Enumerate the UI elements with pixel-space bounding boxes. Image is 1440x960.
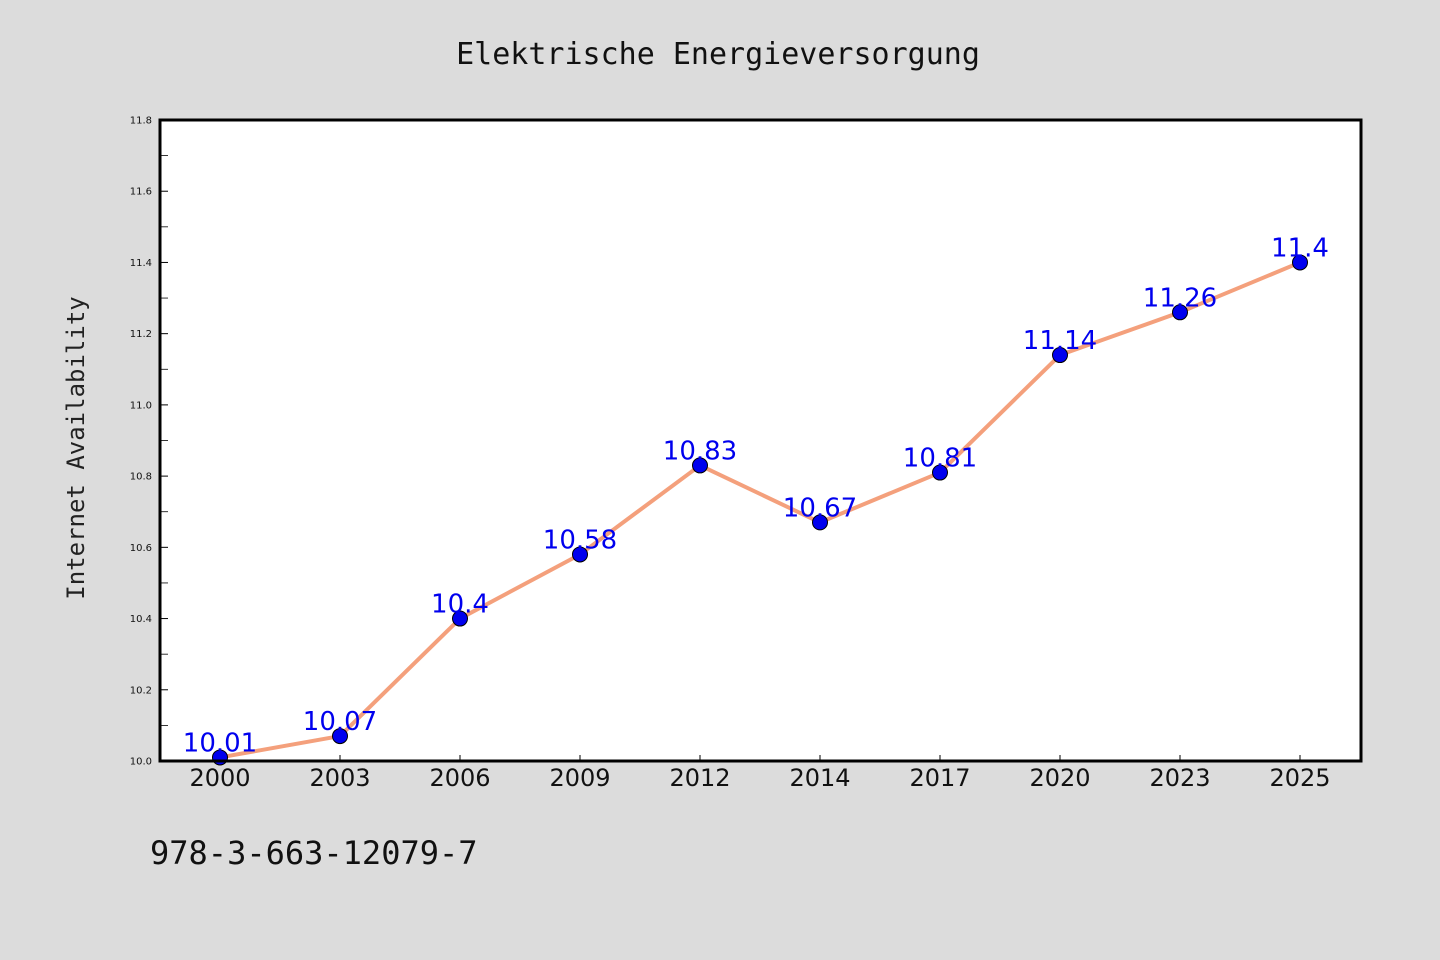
y-axis-label: Internet Availability bbox=[62, 296, 90, 599]
data-label: 10.01 bbox=[183, 728, 257, 758]
plot-frame bbox=[158, 118, 1363, 763]
y-tick-label: 10.2 bbox=[130, 685, 152, 696]
data-point bbox=[332, 728, 348, 745]
x-tick-label: 2003 bbox=[309, 764, 370, 792]
x-tick-label: 2006 bbox=[429, 764, 490, 792]
data-point bbox=[1052, 347, 1068, 364]
y-tick-label: 10.8 bbox=[130, 472, 152, 483]
x-tick-label: 2014 bbox=[789, 764, 850, 792]
x-tick-label: 2017 bbox=[909, 764, 970, 792]
x-tick-label: 2009 bbox=[549, 764, 610, 792]
x-tick-label: 2012 bbox=[669, 764, 730, 792]
data-point bbox=[572, 546, 588, 563]
data-label: 10.67 bbox=[783, 493, 857, 523]
y-tick-label: 11.6 bbox=[130, 187, 152, 198]
x-axis-tick-labels: 2000 2003 2006 2009 2012 2014 2017 2020 2023 2025 bbox=[189, 764, 1330, 792]
y-tick-label: 10.0 bbox=[130, 757, 152, 768]
series-lines bbox=[218, 260, 1302, 760]
x-tick-label: 2023 bbox=[1149, 764, 1210, 792]
y-tick-label: 10.4 bbox=[130, 614, 152, 625]
chart-title: Elektrische Energieversorgung bbox=[456, 37, 980, 72]
x-tick-label: 2025 bbox=[1269, 764, 1330, 792]
data-markers bbox=[212, 254, 1308, 766]
y-tick-label: 11.0 bbox=[130, 400, 152, 411]
data-label: 10.07 bbox=[303, 707, 377, 737]
data-point bbox=[1172, 304, 1188, 321]
data-point bbox=[692, 457, 708, 474]
x-tick-label: 2020 bbox=[1029, 764, 1090, 792]
y-tick-label: 11.8 bbox=[130, 116, 152, 127]
data-point bbox=[812, 514, 828, 531]
y-tick-label: 10.6 bbox=[130, 543, 152, 554]
data-point bbox=[452, 610, 468, 627]
data-label: 11.14 bbox=[1023, 326, 1097, 356]
data-labels: 10.01 10.07 10.4 10.58 10.83 10.67 10.81 11.14 1… bbox=[183, 233, 1329, 758]
data-label: 11.4 bbox=[1271, 233, 1329, 263]
x-tick-label: 2000 bbox=[189, 764, 250, 792]
data-point bbox=[1292, 254, 1308, 271]
data-point bbox=[932, 464, 948, 481]
data-label: 10.81 bbox=[903, 444, 977, 474]
y-tick-label: 11.2 bbox=[130, 329, 152, 340]
y-tick-label: 11.4 bbox=[130, 258, 152, 269]
y-axis-tick-labels: 10.0 10.2 10.4 10.6 10.8 11.0 11.2 11.4 11.6 11.8 bbox=[130, 116, 152, 768]
data-label: 10.58 bbox=[543, 525, 617, 555]
data-label: 10.83 bbox=[663, 436, 737, 466]
data-label: 10.4 bbox=[431, 590, 489, 620]
data-label: 11.26 bbox=[1143, 283, 1217, 313]
series-line bbox=[218, 260, 1302, 760]
isbn-code: 978-3-663-12079-7 bbox=[150, 834, 478, 872]
plot-area bbox=[160, 120, 1361, 761]
